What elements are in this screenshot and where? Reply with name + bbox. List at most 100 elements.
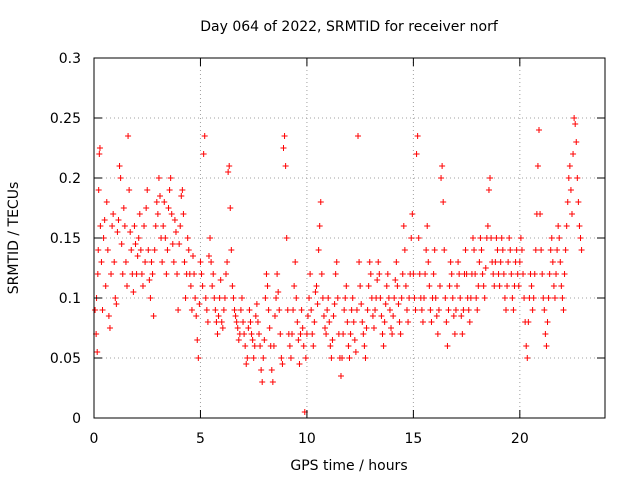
data-point <box>571 115 578 121</box>
data-point <box>391 295 398 301</box>
data-point <box>182 295 189 301</box>
data-point <box>277 331 284 337</box>
data-point <box>411 295 418 301</box>
data-point <box>509 295 516 301</box>
data-point <box>162 235 169 241</box>
data-point <box>164 247 171 253</box>
data-point <box>299 325 306 331</box>
data-point <box>220 307 227 313</box>
data-point <box>381 319 388 325</box>
data-point <box>496 283 503 289</box>
data-point <box>95 247 102 253</box>
plot-frame <box>93 57 606 419</box>
data-point <box>349 295 356 301</box>
data-point <box>530 295 537 301</box>
data-point <box>147 295 154 301</box>
data-point <box>333 259 340 265</box>
data-point <box>563 223 570 229</box>
data-point <box>424 223 431 229</box>
data-point <box>434 331 441 337</box>
data-point <box>297 331 304 337</box>
data-point <box>445 307 452 313</box>
data-point <box>307 271 314 277</box>
data-point <box>402 283 409 289</box>
data-point <box>246 307 253 313</box>
data-point <box>203 307 210 313</box>
data-point <box>494 247 501 253</box>
data-point <box>142 259 149 265</box>
data-point <box>539 271 546 277</box>
data-point <box>120 205 127 211</box>
data-point <box>401 247 408 253</box>
data-point <box>243 361 250 367</box>
data-point <box>426 283 433 289</box>
data-point <box>403 307 410 313</box>
data-point <box>125 133 132 139</box>
data-point <box>376 271 383 277</box>
data-point <box>452 307 459 313</box>
data-point <box>98 259 105 265</box>
data-point <box>505 259 512 265</box>
data-point <box>193 313 200 319</box>
data-point <box>157 193 164 199</box>
data-point <box>374 277 381 283</box>
data-point <box>124 283 131 289</box>
data-point <box>200 151 207 157</box>
data-point <box>237 307 244 313</box>
data-point <box>510 307 517 313</box>
data-point <box>356 259 363 265</box>
data-point <box>455 259 462 265</box>
data-point <box>280 145 287 151</box>
data-point <box>567 187 574 193</box>
data-point <box>444 343 451 349</box>
data-point <box>546 271 553 277</box>
data-point <box>184 235 191 241</box>
data-point <box>415 235 422 241</box>
data-point <box>430 271 437 277</box>
data-point <box>212 307 219 313</box>
data-point <box>319 295 326 301</box>
data-point <box>554 247 561 253</box>
data-point <box>115 217 122 223</box>
data-point <box>106 325 113 331</box>
data-point <box>207 235 214 241</box>
data-point <box>574 175 581 181</box>
data-point <box>178 193 185 199</box>
data-point <box>104 247 111 253</box>
data-point <box>397 331 404 337</box>
data-point <box>166 187 173 193</box>
data-point <box>457 295 464 301</box>
data-point <box>266 325 273 331</box>
data-point <box>304 313 311 319</box>
data-point <box>202 295 209 301</box>
data-point <box>449 295 456 301</box>
data-point <box>258 367 265 373</box>
data-point <box>454 283 461 289</box>
data-point <box>192 295 199 301</box>
data-point <box>153 199 160 205</box>
data-point <box>508 271 515 277</box>
data-point <box>521 295 528 301</box>
data-point <box>194 337 201 343</box>
data-point <box>96 151 103 157</box>
data-point <box>538 247 545 253</box>
data-point <box>269 379 276 385</box>
data-point <box>451 331 458 337</box>
data-point <box>342 295 349 301</box>
data-point <box>462 247 469 253</box>
data-point <box>176 241 183 247</box>
data-point <box>211 295 218 301</box>
data-point <box>518 247 525 253</box>
data-point <box>439 163 446 169</box>
data-point <box>548 235 555 241</box>
data-point <box>191 271 198 277</box>
data-point <box>95 187 102 193</box>
data-point <box>331 301 338 307</box>
data-point <box>379 331 386 337</box>
data-point <box>282 163 289 169</box>
data-point <box>531 271 538 277</box>
data-point <box>219 325 226 331</box>
data-point <box>116 163 123 169</box>
data-point <box>576 223 583 229</box>
data-point <box>94 349 101 355</box>
